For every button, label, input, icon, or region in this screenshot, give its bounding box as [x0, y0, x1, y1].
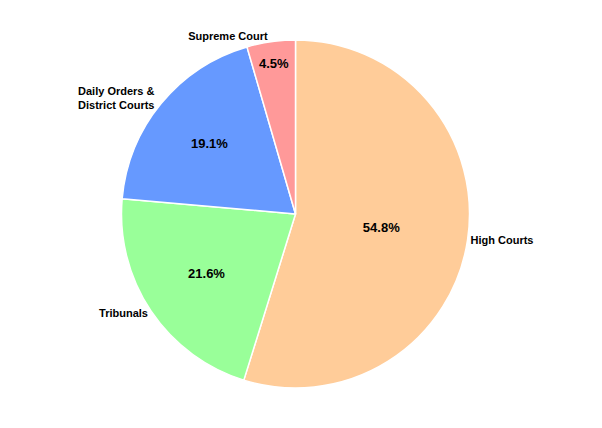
svg-text:Supreme Court: Supreme Court: [188, 30, 268, 42]
svg-text:Tribunals: Tribunals: [99, 307, 148, 319]
svg-text:High Courts: High Courts: [471, 234, 534, 246]
svg-text:Daily Orders &District Courts: Daily Orders &District Courts: [78, 85, 154, 111]
svg-text:54.8%: 54.8%: [363, 220, 400, 235]
svg-text:21.6%: 21.6%: [188, 266, 225, 281]
svg-text:4.5%: 4.5%: [259, 56, 289, 71]
svg-text:19.1%: 19.1%: [191, 136, 228, 151]
